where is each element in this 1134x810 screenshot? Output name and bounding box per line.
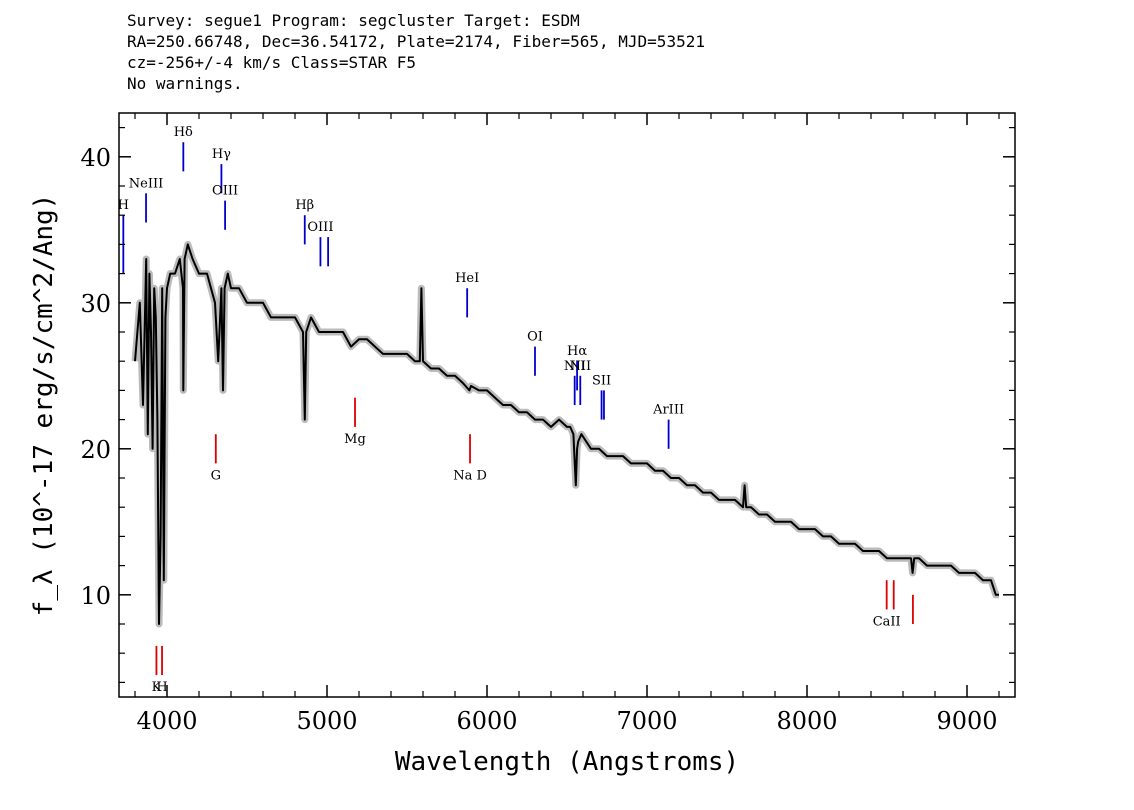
y-tick-label: 20 xyxy=(80,436,111,464)
emission-line-label: Hδ xyxy=(174,125,193,140)
x-tick-label: 5000 xyxy=(296,707,357,735)
emission-line-label: Hβ xyxy=(295,198,314,213)
header-survey-line: Survey: segue1 Program: segcluster Targe… xyxy=(127,11,580,30)
flux-series xyxy=(134,243,999,625)
y-tick-label: 30 xyxy=(80,290,111,318)
emission-line-label: Hγ xyxy=(212,147,231,162)
emission-line-label: H xyxy=(118,198,129,213)
emission-line-label: ArIII xyxy=(652,403,684,418)
x-tick-label: 4000 xyxy=(136,707,197,735)
x-tick-label: 6000 xyxy=(456,707,517,735)
absorption-line-label: Na D xyxy=(453,468,487,483)
header-coordinates-line: RA=250.66748, Dec=36.54172, Plate=2174, … xyxy=(127,32,705,51)
header-warnings-line: No warnings. xyxy=(127,74,243,93)
emission-line-label: SII xyxy=(592,373,611,388)
noise-band xyxy=(131,240,1000,628)
header-redshift-line: cz=-256+/-4 km/s Class=STAR F5 xyxy=(127,53,416,72)
absorption-line-label: CaII xyxy=(873,614,901,629)
spectral-line-markers: HNeIIIHδHγOIIIHβOIIIHeIOINIIHαNIISIIArII… xyxy=(118,125,914,695)
absorption-line-label: G xyxy=(211,468,221,483)
emission-line-label: NeIII xyxy=(129,176,163,191)
emission-line-label: OIII xyxy=(212,184,238,199)
y-tick-label: 40 xyxy=(80,144,111,172)
emission-line-label: HeI xyxy=(455,271,479,286)
noise-band-line xyxy=(131,240,1000,628)
plot-frame xyxy=(118,112,1016,698)
absorption-line-label: H xyxy=(156,680,167,695)
emission-line-label: Hα xyxy=(567,344,587,359)
emission-line-label: NII xyxy=(569,359,591,374)
x-axis-title: Wavelength (Angstroms) xyxy=(395,747,739,777)
flux-line xyxy=(134,243,999,625)
absorption-line-label: Mg xyxy=(344,432,366,447)
y-tick-label: 10 xyxy=(80,582,111,610)
emission-line-label: OIII xyxy=(307,220,333,235)
spectrum-header: Survey: segue1 Program: segcluster Targe… xyxy=(127,10,705,94)
x-tick-label: 8000 xyxy=(776,707,837,735)
y-axis-title: f_λ (10^-17 erg/s/cm^2/Ang) xyxy=(29,194,59,617)
x-tick-label: 7000 xyxy=(616,707,677,735)
emission-line-label: NII xyxy=(564,359,586,374)
emission-line-label: OI xyxy=(527,330,543,345)
axis-ticks: 4000 5000 6000 7000 8000 9000 10 20 30 40 xyxy=(80,113,1015,735)
x-tick-label: 9000 xyxy=(936,707,997,735)
absorption-line-label: K xyxy=(152,680,162,695)
